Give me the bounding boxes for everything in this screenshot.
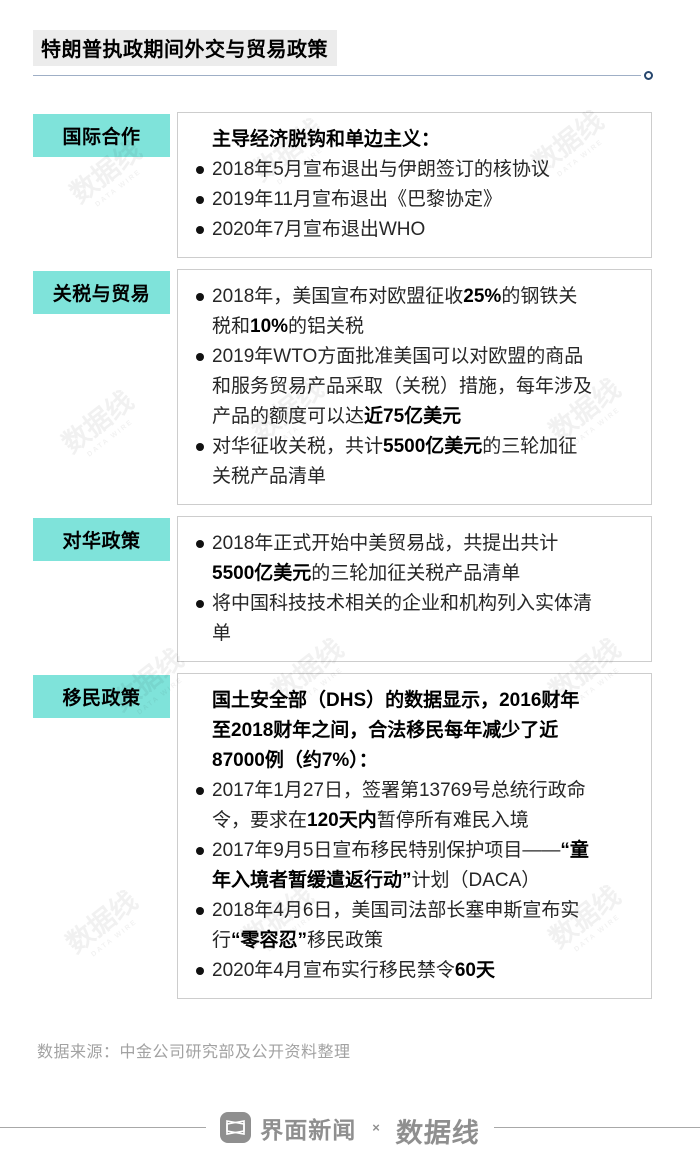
data-source-note: 数据来源：中金公司研究部及公开资料整理 [37, 1044, 351, 1061]
section-label: 国际合作 [33, 114, 170, 157]
policy-sections: 国际合作 主导经济脱钩和单边主义： 2018年5月宣布退出与伊朗签订的核协议 2019… [33, 112, 652, 999]
section-label: 关税与贸易 [33, 271, 170, 314]
bullet-dot-icon [196, 529, 212, 589]
bullet-text: 2017年9月5日宣布移民特别保护项目——“童年入境者暂缓遣返行动”计划（DAC… [212, 840, 589, 891]
bullet-item: 2020年7月宣布退出WHO [196, 215, 635, 245]
bullet-dot-icon [196, 432, 212, 492]
page-title: 特朗普执政期间外交与贸易政策 [33, 30, 337, 66]
section-content-box: 主导经济脱钩和单边主义： 2018年5月宣布退出与伊朗签订的核协议 2019年11月… [177, 112, 652, 258]
section-intro: 国土安全部（DHS）的数据显示，2016财年至2018财年之间，合法移民每年减少… [212, 690, 580, 771]
bullet-item: 2020年4月宣布实行移民禁令60天 [196, 956, 635, 986]
bullet-item: 2017年1月27日，签署第13769号总统行政命令，要求在120天内暂停所有难… [196, 776, 635, 836]
multiply-sign: × [372, 1120, 380, 1135]
bullet-item: 2019年WTO方面批准美国可以对欧盟的商品和服务贸易产品采取（关税）措施，每年… [196, 342, 635, 432]
bullet-dot-icon [196, 215, 212, 245]
bullet-dot-icon [196, 896, 212, 956]
bullet-text: 2019年11月宣布退出《巴黎协定》 [212, 189, 502, 210]
datawire-brand-text: 数据线 [394, 1118, 481, 1148]
bullet-item: 将中国科技技术相关的企业和机构列入实体清单 [196, 589, 635, 649]
jiemian-news-logo-icon [220, 1112, 252, 1143]
divider-right [493, 1127, 700, 1128]
jiemian-brand-text: 界面新闻 [260, 1116, 357, 1143]
datawire-brand: 数据线 DATA WIRE [394, 1111, 481, 1151]
bullet-item: 2018年4月6日，美国司法部长塞申斯宣布实行“零容忍”移民政策 [196, 896, 635, 956]
title-underline [33, 71, 653, 80]
bullet-text: 对华征收关税，共计5500亿美元的三轮加征关税产品清单 [212, 436, 578, 487]
bullet-text: 2018年正式开始中美贸易战，共提出共计5500亿美元的三轮加征关税产品清单 [212, 533, 559, 584]
section-content-box: 2018年正式开始中美贸易战，共提出共计5500亿美元的三轮加征关税产品清单 将中… [177, 516, 652, 662]
bullet-text: 2018年，美国宣布对欧盟征收25%的钢铁关税和10%的铝关税 [212, 286, 578, 337]
bullet-item: 2017年9月5日宣布移民特别保护项目——“童年入境者暂缓遣返行动”计划（DAC… [196, 836, 635, 896]
section-label: 对华政策 [33, 518, 170, 561]
section-content-box: 国土安全部（DHS）的数据显示，2016财年至2018财年之间，合法移民每年减少… [177, 673, 652, 999]
bullet-item: 2018年正式开始中美贸易战，共提出共计5500亿美元的三轮加征关税产品清单 [196, 529, 635, 589]
bullet-text: 2020年4月宣布实行移民禁令60天 [212, 960, 495, 981]
bullet-item: 2018年，美国宣布对欧盟征收25%的钢铁关税和10%的铝关税 [196, 282, 635, 342]
bullet-item: 2018年5月宣布退出与伊朗签订的核协议 [196, 155, 635, 185]
bullet-dot-icon [196, 155, 212, 185]
bullet-dot-icon [196, 342, 212, 432]
bullet-text: 将中国科技技术相关的企业和机构列入实体清单 [212, 593, 593, 644]
bullet-item: 2019年11月宣布退出《巴黎协定》 [196, 185, 635, 215]
bullet-text: 2019年WTO方面批准美国可以对欧盟的商品和服务贸易产品采取（关税）措施，每年… [212, 346, 593, 427]
bullet-text: 2018年5月宣布退出与伊朗签订的核协议 [212, 159, 550, 180]
divider-left [0, 1127, 207, 1128]
bullet-dot-icon [196, 589, 212, 649]
bullet-text: 2020年7月宣布退出WHO [212, 219, 426, 240]
policy-section-2: 关税与贸易 2018年，美国宣布对欧盟征收25%的钢铁关税和10%的铝关税 2019… [33, 269, 652, 505]
underline-end-circle-icon [644, 71, 653, 80]
brand-row: 界面新闻 × 数据线 DATA WIRE [0, 1097, 700, 1151]
bullet-dot-icon [196, 282, 212, 342]
section-label: 移民政策 [33, 675, 170, 718]
section-intro: 主导经济脱钩和单边主义： [212, 129, 441, 150]
bullet-text: 2017年1月27日，签署第13769号总统行政命令，要求在120天内暂停所有难… [212, 780, 586, 831]
section-content-box: 2018年，美国宣布对欧盟征收25%的钢铁关税和10%的铝关税 2019年WTO方… [177, 269, 652, 505]
header: 特朗普执政期间外交与贸易政策 [0, 0, 700, 80]
bullet-dot-icon [196, 956, 212, 986]
policy-section-1: 国际合作 主导经济脱钩和单边主义： 2018年5月宣布退出与伊朗签订的核协议 2019… [33, 112, 652, 258]
brand-group: 界面新闻 × 数据线 DATA WIRE [206, 1097, 494, 1151]
policy-section-3: 对华政策 2018年正式开始中美贸易战，共提出共计5500亿美元的三轮加征关税产品… [33, 516, 652, 662]
bullet-text: 2018年4月6日，美国司法部长塞申斯宣布实行“零容忍”移民政策 [212, 900, 580, 951]
policy-section-4: 移民政策 国土安全部（DHS）的数据显示，2016财年至2018财年之间，合法移民… [33, 673, 652, 999]
bullet-dot-icon [196, 185, 212, 215]
bullet-item: 对华征收关税，共计5500亿美元的三轮加征关税产品清单 [196, 432, 635, 492]
bullet-dot-icon [196, 776, 212, 836]
bullet-dot-icon [196, 836, 212, 896]
